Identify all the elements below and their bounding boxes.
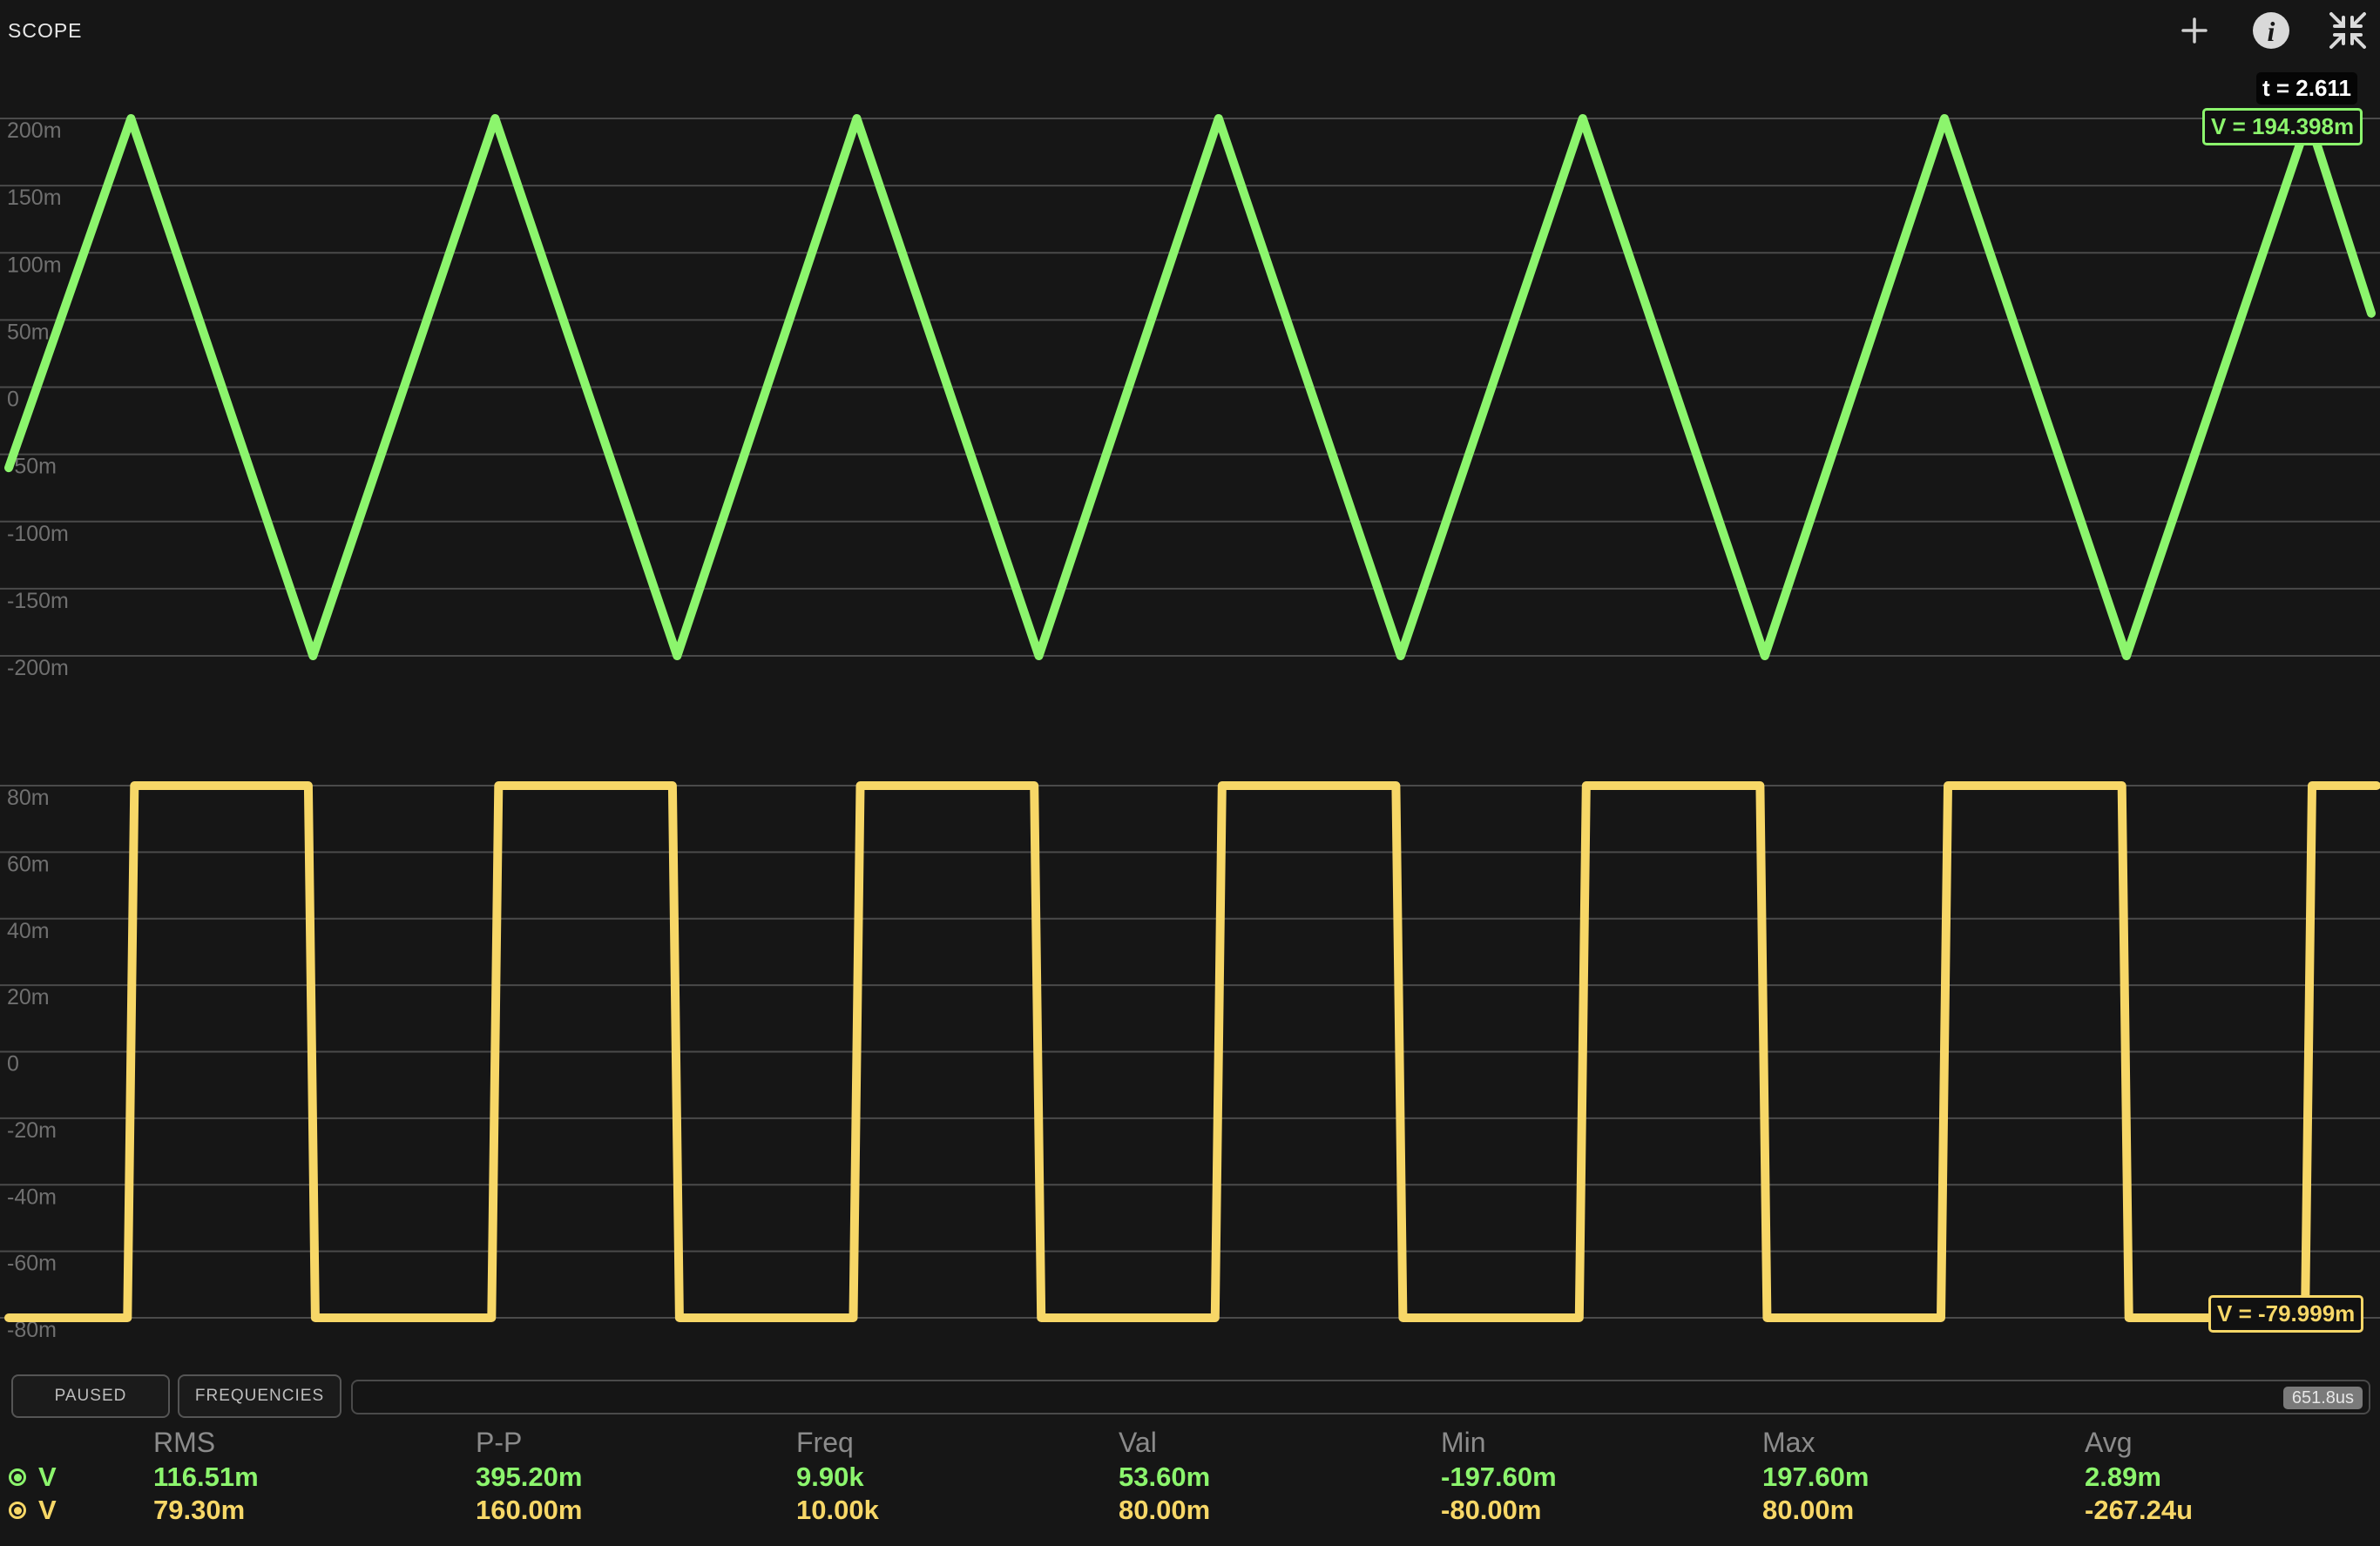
channel-1-toggle[interactable]: V	[9, 1462, 57, 1493]
y-tick-label: 50m	[7, 320, 50, 344]
cursor-time-readout: t = 2.611	[2256, 72, 2357, 105]
radio-icon	[9, 1502, 26, 1519]
channel-1-trace	[4, 114, 2376, 660]
y-tick-label: -60m	[7, 1252, 57, 1276]
cursor-ch2-value: V = -79.999m	[2208, 1295, 2364, 1333]
y-tick-label: -200m	[7, 656, 69, 680]
y-tick-label: 80m	[7, 786, 50, 810]
y-tick-label: 0	[7, 1052, 19, 1077]
waveform-plot: 200m150m100m50m0-50m-100m-150m-200m80m60…	[0, 114, 2380, 1342]
top-bar: SCOPE i	[0, 0, 2380, 61]
y-tick-label: 20m	[7, 985, 50, 1009]
channel-2-toggle[interactable]: V	[9, 1495, 57, 1526]
scroll-thumb[interactable]: 651.8us	[2282, 1387, 2363, 1409]
y-tick-label: 40m	[7, 919, 50, 943]
y-tick-label: 60m	[7, 852, 50, 876]
collapse-icon[interactable]	[2324, 7, 2371, 54]
stat-value: 395.20m	[476, 1462, 583, 1492]
stat-value: 80.00m	[1119, 1495, 1211, 1525]
stat-value: 160.00m	[476, 1495, 583, 1525]
stat-header: Min	[1441, 1427, 1486, 1458]
paused-button[interactable]: PAUSED	[11, 1374, 170, 1418]
frequencies-button[interactable]: FREQUENCIES	[178, 1374, 341, 1418]
plus-icon[interactable]	[2171, 7, 2218, 54]
stat-header: RMS	[153, 1427, 216, 1458]
stat-value: -267.24u	[2085, 1495, 2194, 1525]
stat-header: Max	[1762, 1427, 1815, 1458]
info-icon[interactable]: i	[2248, 7, 2295, 54]
stat-value: 79.30m	[153, 1495, 246, 1525]
scope-plot-area[interactable]: 200m 150m 100m 50m 0 -50m -100m -150m -200m 80m 60…	[0, 61, 2380, 1359]
stat-value: -197.60m	[1441, 1462, 1557, 1492]
stat-header: Avg	[2085, 1427, 2133, 1458]
channel-2-label: V	[38, 1495, 57, 1525]
cursor-ch1-value: V = 194.398m	[2202, 108, 2363, 145]
channel-2-trace	[4, 781, 2380, 1322]
y-tick-label: 100m	[7, 253, 62, 277]
stat-header: Freq	[796, 1427, 854, 1458]
stat-value: 9.90k	[796, 1462, 864, 1492]
y-tick-label: -20m	[7, 1118, 57, 1143]
stat-header: Val	[1119, 1427, 1157, 1458]
y-tick-label: -150m	[7, 589, 69, 613]
y-tick-label: 150m	[7, 186, 62, 210]
y-tick-label: 0	[7, 388, 19, 412]
channel-1-label: V	[38, 1462, 57, 1492]
svg-text:i: i	[2268, 16, 2275, 47]
stat-value: -80.00m	[1441, 1495, 1542, 1525]
measurements-table: RMS P-P Freq Val Min Max Avg V V 116.51m 395.20…	[0, 1421, 2380, 1546]
stat-value: 80.00m	[1762, 1495, 1855, 1525]
stat-value: 53.60m	[1119, 1462, 1211, 1492]
controls-bar: PAUSED FREQUENCIES 651.8us	[0, 1372, 2380, 1424]
time-scrollbar[interactable]: 651.8us	[351, 1380, 2370, 1414]
stat-value: 10.00k	[796, 1495, 879, 1525]
stat-value: 197.60m	[1762, 1462, 1870, 1492]
stat-value: 2.89m	[2085, 1462, 2161, 1492]
stat-header: P-P	[476, 1427, 523, 1458]
radio-icon	[9, 1468, 26, 1486]
app-title: SCOPE	[8, 19, 83, 42]
y-tick-label: 200m	[7, 118, 62, 143]
y-tick-label: -100m	[7, 522, 69, 546]
y-tick-label: -40m	[7, 1185, 57, 1209]
stat-value: 116.51m	[153, 1462, 259, 1492]
